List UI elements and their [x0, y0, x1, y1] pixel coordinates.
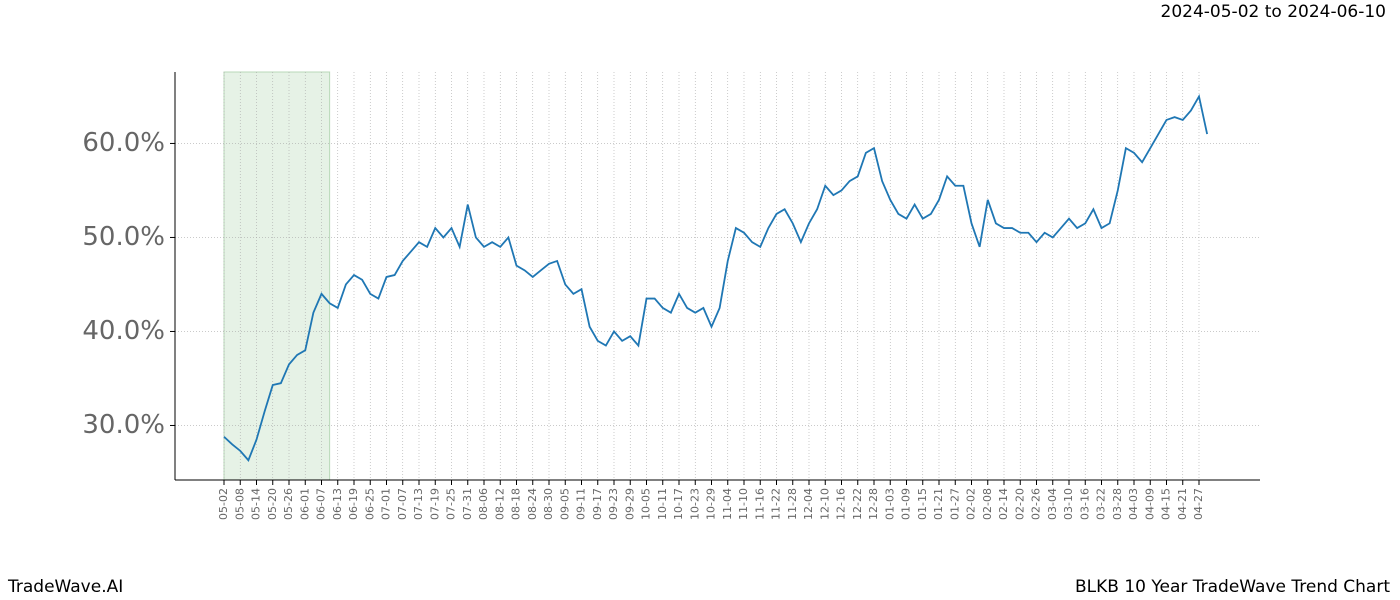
- x-tick-label: 12-04: [802, 488, 815, 520]
- x-tick-label: 11-28: [786, 488, 799, 520]
- x-tick-label: 03-10: [1062, 488, 1075, 520]
- x-tick-label: 09-23: [607, 488, 620, 520]
- x-tick-label: 09-11: [575, 488, 588, 520]
- y-tick-label: 30.0%: [82, 410, 165, 440]
- x-tick-label: 02-26: [1030, 488, 1043, 520]
- x-tick-label: 02-20: [1013, 488, 1026, 520]
- x-tick-label: 11-10: [737, 488, 750, 520]
- x-tick-label: 07-01: [380, 488, 393, 520]
- x-tick-label: 10-11: [656, 488, 669, 520]
- x-tick-label: 07-07: [396, 488, 409, 520]
- x-tick-label: 09-29: [623, 488, 636, 520]
- x-tick-label: 10-23: [688, 488, 701, 520]
- x-tick-label: 12-22: [851, 488, 864, 520]
- x-tick-label: 10-29: [705, 488, 718, 520]
- trend-line: [223, 93, 1209, 462]
- x-tick-label: 04-09: [1143, 488, 1156, 520]
- x-tick-label: 09-05: [558, 488, 571, 520]
- x-tick-label: 08-30: [542, 488, 555, 520]
- x-tick-label: 04-03: [1127, 488, 1140, 520]
- x-tick-label: 02-08: [981, 488, 994, 520]
- x-tick-label: 10-05: [640, 488, 653, 520]
- x-tick-label: 07-13: [412, 488, 425, 520]
- x-tick-label: 05-02: [217, 488, 230, 520]
- highlight-window: [223, 71, 331, 481]
- y-tick-label: 50.0%: [82, 222, 165, 252]
- x-tick-label: 11-04: [721, 488, 734, 520]
- date-range: 2024-05-02 to 2024-06-10: [1161, 2, 1386, 22]
- x-tick-label: 01-09: [900, 488, 913, 520]
- x-tick-label: 08-06: [477, 488, 490, 520]
- x-tick-label: 03-28: [1111, 488, 1124, 520]
- x-tick-label: 06-07: [315, 488, 328, 520]
- x-tick-label: 03-04: [1046, 488, 1059, 520]
- x-tick-label: 03-16: [1078, 488, 1091, 520]
- x-tick-label: 02-02: [965, 488, 978, 520]
- x-tick-label: 12-16: [835, 488, 848, 520]
- x-tick-label: 04-21: [1176, 488, 1189, 520]
- chart-title: BLKB 10 Year TradeWave Trend Chart: [1075, 577, 1390, 597]
- x-tick-label: 01-03: [883, 488, 896, 520]
- x-tick-label: 08-18: [510, 488, 523, 520]
- x-tick-label: 06-19: [347, 488, 360, 520]
- x-tick-label: 04-15: [1160, 488, 1173, 520]
- x-tick-label: 04-27: [1192, 488, 1205, 520]
- x-tick-label: 02-14: [997, 488, 1010, 520]
- x-tick-label: 08-24: [526, 488, 539, 520]
- x-tick-label: 03-22: [1095, 488, 1108, 520]
- x-tick-label: 05-08: [233, 488, 246, 520]
- x-tick-label: 12-28: [867, 488, 880, 520]
- x-tick-label: 07-19: [428, 488, 441, 520]
- x-tick-label: 08-12: [493, 488, 506, 520]
- y-tick-label: 40.0%: [82, 316, 165, 346]
- x-tick-label: 12-10: [818, 488, 831, 520]
- x-tick-label: 11-22: [770, 488, 783, 520]
- x-tick-label: 10-17: [672, 488, 685, 520]
- x-tick-label: 06-13: [331, 488, 344, 520]
- x-tick-label: 07-31: [461, 488, 474, 520]
- x-tick-label: 09-17: [591, 488, 604, 520]
- x-tick-label: 05-26: [282, 488, 295, 520]
- x-tick-label: 05-14: [250, 488, 263, 520]
- x-tick-label: 07-25: [445, 488, 458, 520]
- x-tick-label: 01-15: [916, 488, 929, 520]
- x-tick-label: 11-16: [753, 488, 766, 520]
- x-tick-label: 01-27: [948, 488, 961, 520]
- x-tick-label: 06-25: [363, 488, 376, 520]
- x-tick-label: 06-01: [298, 488, 311, 520]
- brand: TradeWave.AI: [7, 577, 123, 597]
- x-tick-label: 05-20: [266, 488, 279, 520]
- y-tick-label: 60.0%: [82, 128, 165, 158]
- x-tick-label: 01-21: [932, 488, 945, 520]
